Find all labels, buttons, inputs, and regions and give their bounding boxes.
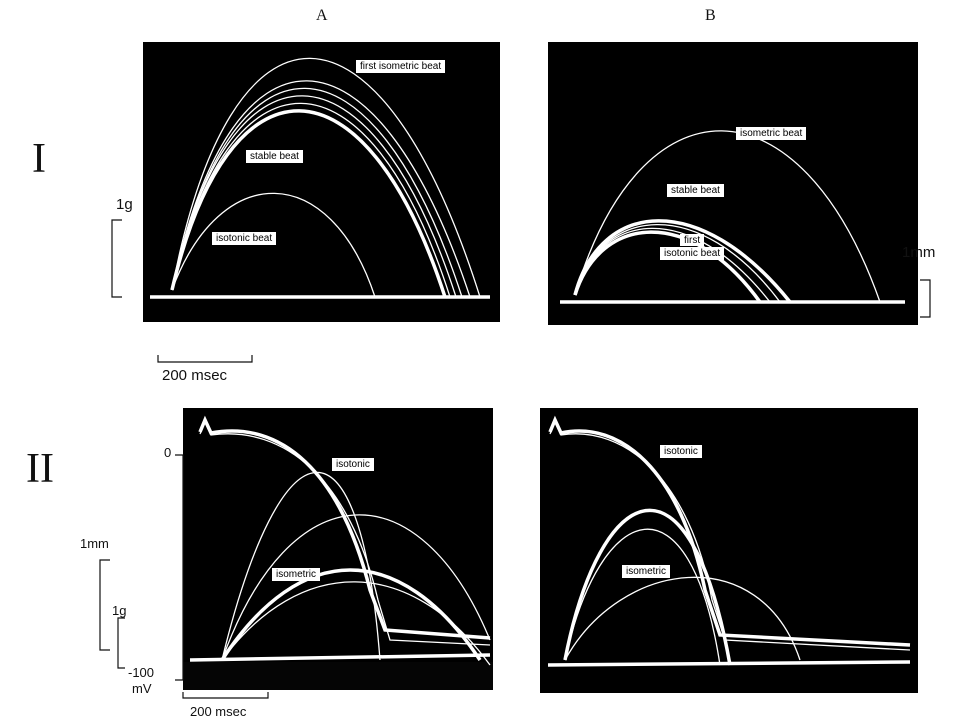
- scale-label: 1g: [116, 197, 133, 212]
- scale-label: mV: [132, 682, 152, 695]
- traces: [0, 0, 968, 721]
- scale-label: 1mm: [902, 245, 935, 260]
- panel: [143, 42, 500, 322]
- column-label: A: [316, 8, 328, 24]
- scale-label: -100: [128, 666, 154, 679]
- trace-label: isotonic beat: [212, 232, 276, 245]
- column-label: B: [705, 8, 716, 24]
- trace-label: isotonic: [332, 458, 374, 471]
- panel: [548, 42, 918, 325]
- trace-label: isometric beat: [736, 127, 806, 140]
- trace-label: isometric: [272, 568, 320, 581]
- trace-label: stable beat: [667, 184, 724, 197]
- trace-label: isometric: [622, 565, 670, 578]
- figure: A B I II 1g 1mm 200 msec first isometric…: [0, 0, 968, 721]
- band: [183, 662, 493, 690]
- trace-label: stable beat: [246, 150, 303, 163]
- scale-label: 1g: [112, 604, 126, 617]
- scale-label: 200 msec: [190, 705, 246, 718]
- row-label: I: [32, 138, 46, 180]
- trace-label: isotonic: [660, 445, 702, 458]
- trace-label: first isometric beat: [356, 60, 445, 73]
- trace-label: isotonic beat: [660, 247, 724, 260]
- row-label: II: [26, 448, 54, 490]
- scale-label: 200 msec: [162, 368, 227, 383]
- trace-label: first: [680, 234, 704, 246]
- scale-label: 0: [164, 446, 171, 459]
- scale-label: 1mm: [80, 537, 109, 550]
